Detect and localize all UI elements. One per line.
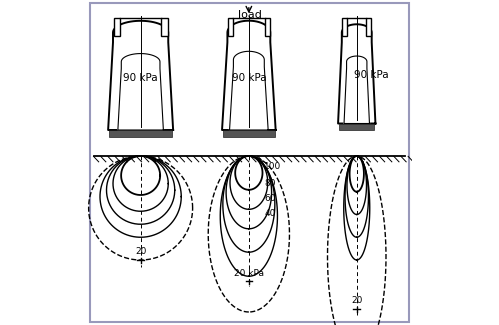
Text: 20: 20 bbox=[351, 296, 362, 305]
Polygon shape bbox=[118, 54, 163, 130]
Text: 40: 40 bbox=[264, 209, 275, 218]
Bar bbox=[223, 130, 274, 136]
Text: 60: 60 bbox=[264, 194, 275, 203]
Bar bbox=[114, 18, 120, 36]
Text: 90 kPa: 90 kPa bbox=[232, 73, 266, 83]
Text: 80: 80 bbox=[264, 179, 275, 188]
Text: 90 kPa: 90 kPa bbox=[123, 73, 158, 83]
Bar bbox=[109, 130, 172, 136]
Bar bbox=[265, 18, 270, 36]
Polygon shape bbox=[230, 51, 268, 130]
Bar bbox=[366, 18, 371, 36]
Bar bbox=[339, 124, 374, 130]
Bar bbox=[342, 18, 347, 36]
Polygon shape bbox=[344, 56, 369, 124]
Text: 20: 20 bbox=[135, 247, 146, 256]
Text: 90 kPa: 90 kPa bbox=[354, 70, 389, 80]
Polygon shape bbox=[338, 24, 375, 124]
Polygon shape bbox=[108, 21, 173, 130]
Text: 100: 100 bbox=[264, 162, 281, 171]
Text: load: load bbox=[238, 9, 261, 20]
Bar bbox=[228, 18, 233, 36]
Text: 20 kPa: 20 kPa bbox=[234, 268, 264, 278]
Bar bbox=[161, 18, 168, 36]
Polygon shape bbox=[222, 21, 275, 130]
